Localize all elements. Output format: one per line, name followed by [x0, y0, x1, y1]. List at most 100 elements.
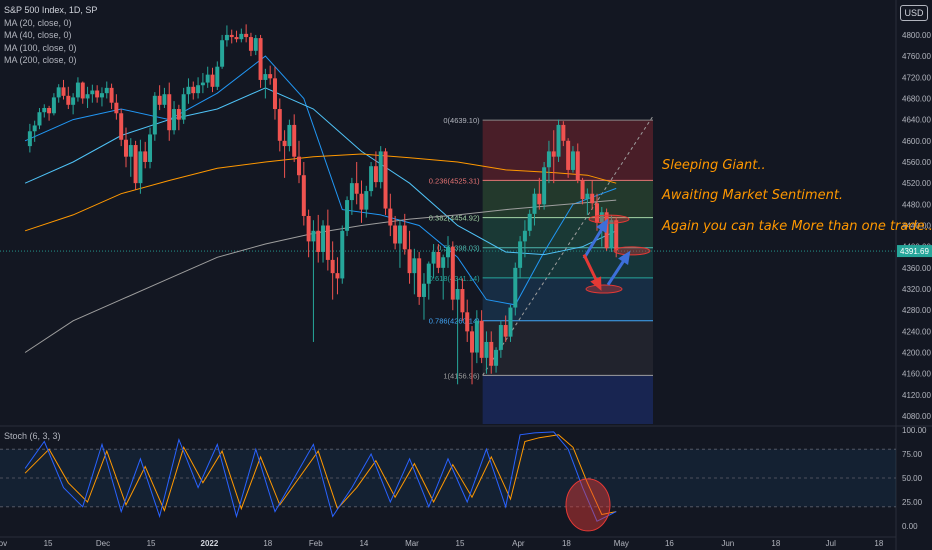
fib-zone: [482, 217, 653, 248]
candle-body: [32, 125, 37, 132]
candle-body: [325, 225, 330, 260]
candle-body: [441, 257, 446, 268]
currency-button[interactable]: USD: [900, 5, 928, 21]
candle-body: [431, 251, 436, 264]
time-tick-label: 18: [263, 539, 272, 548]
price-tick-label: 4360.00: [902, 264, 931, 273]
candle-body: [123, 139, 128, 157]
candle-body: [119, 113, 124, 140]
stoch-k-line: [24, 431, 617, 522]
candle-body: [393, 225, 398, 244]
candle-body: [450, 246, 455, 300]
axes: 4800.00 4760.00 4720.00 4680.00 4640.00 4600.…: [0, 31, 932, 548]
ma100-legend: MA (100, close, 0): [4, 42, 77, 53]
candle-body: [191, 86, 196, 94]
fib-zone-extension: [482, 375, 653, 424]
candle-body: [143, 151, 148, 162]
chart-legend: S&P 500 Index, 1D, SP MA (20, close, 0) …: [4, 4, 97, 67]
candle-body: [546, 151, 551, 168]
candle-body: [51, 97, 56, 114]
trade-drawings: [582, 214, 651, 294]
arrow-up-head: [618, 250, 631, 265]
price-tick-label: 4720.00: [902, 73, 931, 82]
candlesticks: [27, 24, 619, 385]
candle-body: [61, 87, 66, 96]
candle-body: [95, 90, 100, 98]
candle-body: [205, 74, 210, 83]
candle-body: [200, 82, 205, 86]
candle-body: [566, 140, 571, 170]
arrow-up-head: [596, 218, 609, 234]
price-tick-label: 4280.00: [902, 306, 931, 315]
candle-body: [532, 193, 537, 214]
candle-body: [551, 151, 556, 157]
fib-level-label: 1(4156.96): [443, 371, 480, 380]
candle-body: [436, 251, 441, 268]
price-tick-label: 4120.00: [902, 391, 931, 400]
candle-body: [133, 145, 138, 184]
time-tick-label: May: [614, 539, 629, 548]
ma20-legend: MA (20, close, 0): [4, 17, 72, 28]
candle-body: [340, 230, 345, 279]
candle-body: [527, 213, 532, 231]
candle-body: [359, 193, 364, 210]
arrow-up-shaft: [582, 224, 606, 260]
last-price-label: 4391.69: [900, 247, 929, 256]
time-tick-label: Dec: [96, 539, 110, 548]
candle-body: [590, 193, 595, 204]
time-tick-label: 18: [771, 539, 780, 548]
candle-body: [138, 151, 143, 184]
candle-body: [172, 109, 177, 131]
candle-body: [570, 151, 575, 170]
candle-body: [114, 102, 119, 114]
candle-body: [474, 320, 479, 353]
candle-body: [460, 289, 465, 313]
annotation-more-trades: Again you can take More than one trade..: [662, 219, 932, 234]
target-ellipse: [613, 246, 651, 256]
price-tick-label: 4800.00: [902, 31, 931, 40]
ma40-legend: MA (40, close, 0): [4, 30, 72, 40]
fib-level-label: 0.5(4398.03): [437, 244, 480, 253]
candle-body: [599, 212, 604, 223]
candle-body: [80, 82, 85, 99]
candle-body: [542, 167, 547, 205]
candle-body: [196, 85, 201, 94]
candle-body: [316, 230, 321, 252]
candle-body: [421, 283, 426, 297]
time-tick-label: Jul: [826, 539, 836, 548]
price-tick-label: 4760.00: [902, 52, 931, 61]
annotation-market-sentiment: Awaiting Market Sentiment.: [662, 188, 844, 203]
candle-body: [561, 124, 566, 141]
candle-body: [489, 341, 494, 366]
candle-body: [518, 241, 523, 268]
stoch-tick-label: 50.00: [902, 474, 923, 483]
candle-body: [248, 37, 253, 51]
time-tick-label: Jun: [721, 539, 734, 548]
price-tick-label: 4560.00: [902, 158, 931, 167]
candle-body: [220, 40, 225, 67]
time-tick-label: 16: [665, 539, 674, 548]
price-pane: [0, 0, 896, 424]
candle-body: [594, 203, 599, 223]
candle-body: [585, 193, 590, 200]
candle-body: [455, 289, 460, 300]
candle-body: [297, 156, 302, 176]
time-tick-label: 18: [874, 539, 883, 548]
candle-body: [537, 193, 542, 205]
candle-body: [494, 349, 499, 366]
candle-body: [417, 258, 422, 297]
candle-body: [162, 94, 167, 105]
candle-body: [407, 249, 412, 274]
price-tick-label: 4240.00: [902, 327, 931, 336]
candle-body: [99, 93, 104, 98]
candle-body: [513, 267, 518, 308]
candle-body: [37, 112, 42, 126]
fib-zone: [482, 320, 653, 376]
candle-body: [508, 307, 513, 337]
candle-body: [330, 259, 335, 274]
candle-body: [580, 180, 585, 200]
price-tick-label: 4440.00: [902, 221, 931, 230]
price-tick-label: 4160.00: [902, 370, 931, 379]
candle-body: [412, 258, 417, 274]
